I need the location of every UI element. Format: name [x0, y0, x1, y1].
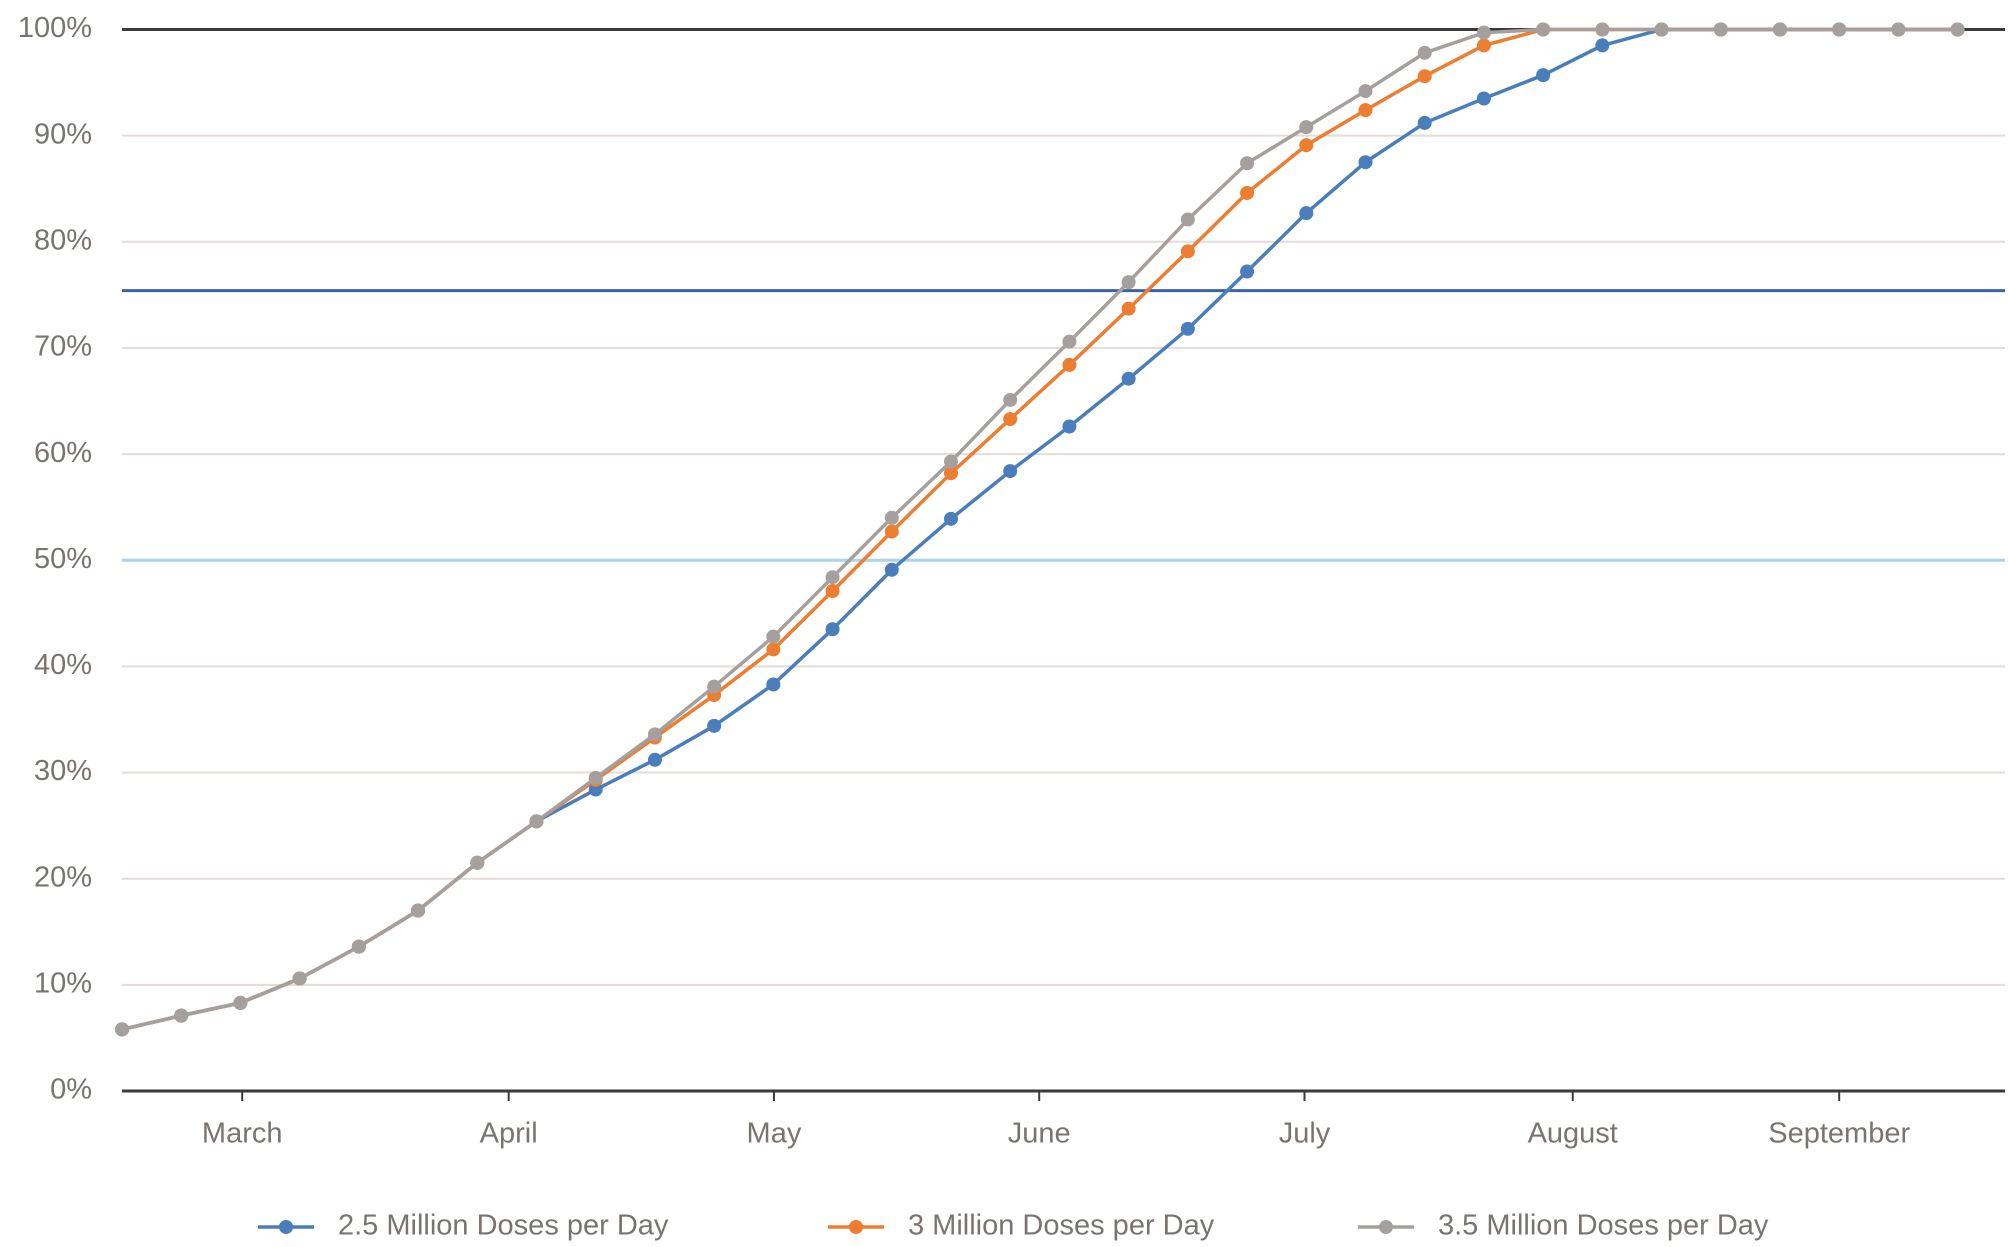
data-point — [766, 629, 781, 644]
data-point — [1062, 419, 1077, 434]
x-tick-label: March — [202, 1118, 283, 1150]
data-point — [1654, 22, 1669, 37]
y-tick-label: 20% — [34, 861, 92, 893]
y-tick-label: 90% — [34, 118, 92, 150]
data-point — [766, 642, 781, 657]
x-tick-label: May — [747, 1118, 802, 1150]
data-point — [825, 570, 840, 585]
data-point — [233, 995, 248, 1010]
data-point — [1299, 120, 1314, 135]
data-point — [411, 903, 426, 918]
data-point — [647, 752, 662, 767]
data-point — [1417, 115, 1432, 130]
data-point — [943, 511, 958, 526]
data-point — [1358, 103, 1373, 118]
data-point — [1240, 156, 1255, 171]
legend-marker — [279, 1220, 293, 1234]
y-tick-label: 50% — [34, 543, 92, 575]
data-point — [1062, 357, 1077, 372]
legend-marker — [849, 1220, 863, 1234]
data-point — [825, 622, 840, 637]
data-point — [1003, 392, 1018, 407]
data-point — [1240, 185, 1255, 200]
data-point — [707, 679, 722, 694]
data-point — [1891, 22, 1906, 37]
y-tick-label: 100% — [18, 12, 92, 44]
data-point — [1358, 84, 1373, 99]
data-point — [1595, 22, 1610, 37]
legend-marker — [1379, 1220, 1393, 1234]
data-point — [884, 562, 899, 577]
y-tick-label: 60% — [34, 437, 92, 469]
data-point — [943, 454, 958, 469]
x-tick-label: August — [1528, 1118, 1618, 1150]
data-point — [707, 718, 722, 733]
data-point — [1713, 22, 1728, 37]
y-tick-label: 40% — [34, 649, 92, 681]
data-point — [943, 466, 958, 481]
data-point — [647, 727, 662, 742]
legend-label: 3 Million Doses per Day — [908, 1210, 1215, 1242]
data-point — [1476, 25, 1491, 40]
data-point — [1299, 138, 1314, 153]
x-tick-label: April — [480, 1118, 538, 1150]
y-tick-label: 0% — [50, 1074, 92, 1106]
data-point — [1121, 301, 1136, 316]
data-point — [1180, 244, 1195, 259]
series-line — [121, 27, 1958, 1032]
x-tick-label: September — [1768, 1118, 1910, 1150]
data-point — [1476, 38, 1491, 53]
x-tick-label: June — [1008, 1118, 1071, 1150]
y-tick-label: 80% — [34, 224, 92, 256]
data-point — [351, 939, 366, 954]
y-tick-label: 10% — [34, 968, 92, 1000]
data-point — [1595, 38, 1610, 53]
data-point — [1832, 22, 1847, 37]
data-point — [1417, 45, 1432, 60]
data-point — [1180, 321, 1195, 336]
data-point — [1536, 22, 1551, 37]
data-point — [1121, 275, 1136, 290]
data-point — [292, 971, 307, 986]
data-point — [884, 524, 899, 539]
data-point — [884, 510, 899, 525]
y-tick-label: 70% — [34, 331, 92, 363]
legend-label: 2.5 Million Doses per Day — [338, 1210, 669, 1242]
data-point — [174, 1008, 189, 1023]
data-point — [1358, 155, 1373, 170]
data-point — [766, 677, 781, 692]
data-point — [588, 770, 603, 785]
data-point — [470, 855, 485, 870]
data-point — [1299, 206, 1314, 221]
y-tick-label: 30% — [34, 755, 92, 787]
data-point — [529, 814, 544, 829]
data-point — [1240, 264, 1255, 279]
data-point — [1950, 22, 1965, 37]
data-point — [1003, 412, 1018, 427]
legend-label: 3.5 Million Doses per Day — [1438, 1210, 1769, 1242]
data-point — [1476, 91, 1491, 106]
data-point — [1417, 69, 1432, 84]
data-point — [825, 584, 840, 599]
x-tick-label: July — [1279, 1118, 1331, 1150]
data-point — [1062, 334, 1077, 349]
data-point — [115, 1022, 129, 1037]
data-point — [1121, 371, 1136, 386]
data-point — [1772, 22, 1787, 37]
data-point — [1180, 212, 1195, 227]
data-point — [1536, 68, 1551, 83]
data-point — [1003, 464, 1018, 479]
